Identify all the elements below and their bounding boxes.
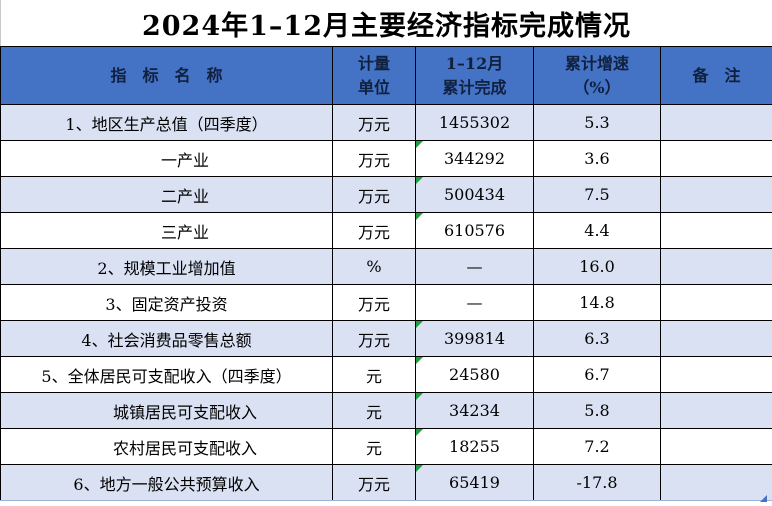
table-row: 3、固定资产投资 万元 — 14.8 bbox=[0, 284, 772, 321]
value-text: 399814 bbox=[443, 329, 506, 348]
table-row: 二产业 万元 500434 7.5 bbox=[0, 176, 772, 213]
value-cell[interactable]: — bbox=[415, 248, 534, 285]
note-cell[interactable] bbox=[660, 428, 772, 465]
unit-cell[interactable]: 元 bbox=[332, 392, 416, 429]
indicator-cell[interactable]: 6、地方一般公共预算收入 bbox=[0, 464, 333, 501]
value-text: 500434 bbox=[443, 185, 506, 204]
note-cell[interactable] bbox=[660, 284, 772, 321]
indicator-cell[interactable]: 农村居民可支配收入 bbox=[0, 428, 333, 465]
indicator-cell[interactable]: 3、固定资产投资 bbox=[0, 284, 333, 321]
value-cell[interactable]: 18255 bbox=[415, 428, 534, 465]
green-corner-icon bbox=[416, 393, 423, 400]
indicator-cell[interactable]: 二产业 bbox=[0, 176, 333, 213]
green-corner-icon bbox=[416, 213, 423, 220]
header-indicator-name: 指 标 名 称 bbox=[0, 46, 333, 105]
value-cell[interactable]: 65419 bbox=[415, 464, 534, 501]
table-row: 5、全体居民可支配收入（四季度） 元 24580 6.7 bbox=[0, 356, 772, 393]
indicator-cell[interactable]: 一产业 bbox=[0, 140, 333, 177]
value-cell[interactable]: 610576 bbox=[415, 212, 534, 249]
indicator-cell[interactable]: 城镇居民可支配收入 bbox=[0, 392, 333, 429]
value-text: 610576 bbox=[443, 221, 506, 240]
unit-cell[interactable]: 万元 bbox=[332, 320, 416, 357]
table-row: 6、地方一般公共预算收入 万元 65419 -17.8 bbox=[0, 464, 772, 501]
growth-cell[interactable]: 6.7 bbox=[533, 356, 661, 393]
unit-cell[interactable]: 万元 bbox=[332, 140, 416, 177]
unit-cell[interactable]: 万元 bbox=[332, 176, 416, 213]
note-cell[interactable] bbox=[660, 356, 772, 393]
unit-cell[interactable]: 万元 bbox=[332, 212, 416, 249]
value-cell[interactable]: — bbox=[415, 284, 534, 321]
value-text: 344292 bbox=[443, 149, 506, 168]
value-text: 18255 bbox=[449, 437, 500, 456]
growth-cell[interactable]: 4.4 bbox=[533, 212, 661, 249]
growth-cell[interactable]: 14.8 bbox=[533, 284, 661, 321]
note-cell[interactable] bbox=[660, 212, 772, 249]
indicator-cell[interactable]: 1、地区生产总值（四季度） bbox=[0, 104, 333, 141]
unit-cell[interactable]: % bbox=[332, 248, 416, 285]
header-period-total: 1–12月 累计完成 bbox=[415, 46, 534, 105]
growth-cell[interactable]: 3.6 bbox=[533, 140, 661, 177]
unit-cell[interactable]: 万元 bbox=[332, 464, 416, 501]
green-corner-icon bbox=[416, 429, 423, 436]
growth-cell[interactable]: -17.8 bbox=[533, 464, 661, 501]
green-corner-icon bbox=[416, 141, 423, 148]
header-row: 指 标 名 称 计量 单位 1–12月 累计完成 累计增速 （%） 备 注 bbox=[0, 46, 772, 105]
indicator-cell[interactable]: 2、规模工业增加值 bbox=[0, 248, 333, 285]
value-cell[interactable]: 1455302 bbox=[415, 104, 534, 141]
table-row: 城镇居民可支配收入 元 34234 5.8 bbox=[0, 392, 772, 429]
note-cell[interactable] bbox=[660, 392, 772, 429]
value-cell[interactable]: 24580 bbox=[415, 356, 534, 393]
value-cell[interactable]: 344292 bbox=[415, 140, 534, 177]
indicator-cell[interactable]: 三产业 bbox=[0, 212, 333, 249]
note-cell[interactable] bbox=[660, 140, 772, 177]
note-cell[interactable] bbox=[660, 248, 772, 285]
note-cell[interactable] bbox=[660, 320, 772, 357]
unit-cell[interactable]: 万元 bbox=[332, 284, 416, 321]
growth-cell[interactable]: 5.3 bbox=[533, 104, 661, 141]
value-text: 24580 bbox=[449, 365, 500, 384]
unit-cell[interactable]: 元 bbox=[332, 428, 416, 465]
table-row: 1、地区生产总值（四季度） 万元 1455302 5.3 bbox=[0, 104, 772, 141]
unit-cell[interactable]: 万元 bbox=[332, 104, 416, 141]
green-corner-icon bbox=[416, 321, 423, 328]
table-row: 一产业 万元 344292 3.6 bbox=[0, 140, 772, 177]
header-note: 备 注 bbox=[660, 46, 772, 105]
growth-cell[interactable]: 5.8 bbox=[533, 392, 661, 429]
fill-handle-icon[interactable] bbox=[760, 495, 767, 502]
growth-cell[interactable]: 7.2 bbox=[533, 428, 661, 465]
unit-cell[interactable]: 元 bbox=[332, 356, 416, 393]
value-cell[interactable]: 34234 bbox=[415, 392, 534, 429]
growth-cell[interactable]: 6.3 bbox=[533, 320, 661, 357]
table-row: 2、规模工业增加值 % — 16.0 bbox=[0, 248, 772, 285]
growth-cell[interactable]: 7.5 bbox=[533, 176, 661, 213]
green-corner-icon bbox=[416, 465, 423, 472]
note-cell[interactable] bbox=[660, 176, 772, 213]
header-growth-rate: 累计增速 （%） bbox=[533, 46, 661, 105]
value-text: 65419 bbox=[449, 473, 500, 492]
value-cell[interactable]: 399814 bbox=[415, 320, 534, 357]
indicator-cell[interactable]: 4、社会消费品零售总额 bbox=[0, 320, 333, 357]
table-row: 三产业 万元 610576 4.4 bbox=[0, 212, 772, 249]
value-text: 34234 bbox=[449, 401, 500, 420]
value-cell[interactable]: 500434 bbox=[415, 176, 534, 213]
table-row: 4、社会消费品零售总额 万元 399814 6.3 bbox=[0, 320, 772, 357]
page-title: 2024年1–12月主要经济指标完成情况 bbox=[0, 0, 772, 46]
note-cell[interactable] bbox=[660, 464, 772, 501]
green-corner-icon bbox=[416, 357, 423, 364]
note-cell[interactable] bbox=[660, 104, 772, 141]
table-row: 农村居民可支配收入 元 18255 7.2 bbox=[0, 428, 772, 465]
growth-cell[interactable]: 16.0 bbox=[533, 248, 661, 285]
indicators-table: 指 标 名 称 计量 单位 1–12月 累计完成 累计增速 （%） 备 注 1、… bbox=[0, 46, 772, 501]
green-corner-icon bbox=[416, 177, 423, 184]
indicator-cell[interactable]: 5、全体居民可支配收入（四季度） bbox=[0, 356, 333, 393]
header-unit: 计量 单位 bbox=[332, 46, 416, 105]
